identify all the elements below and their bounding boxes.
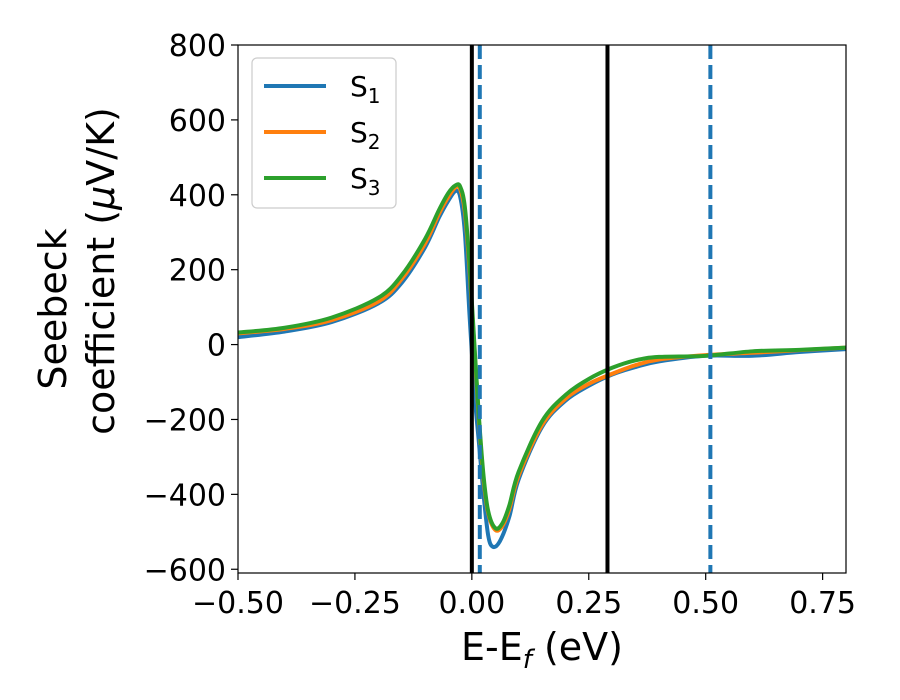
series-line-s1 (238, 188, 846, 550)
series-line-s3 (238, 182, 846, 531)
legend-label-s1: S1 (350, 70, 381, 108)
plot-area (238, 45, 846, 573)
y-axis-label-line2: coefficient (μV/K) (79, 107, 123, 435)
y-tick-label: 0 (207, 329, 226, 364)
x-tick-label: 0.50 (672, 586, 739, 621)
y-tick-label: 600 (169, 104, 226, 139)
legend-label-s3: S3 (350, 162, 381, 200)
x-tick-label: 0.75 (789, 586, 856, 621)
y-tick-label: 200 (169, 254, 226, 289)
x-tick-label: −0.50 (192, 586, 284, 621)
plot-frame (237, 44, 847, 574)
axes: −0.50 −0.25 0.00 0.25 0.50 0.75 −600 −400 −200 0 2… (31, 29, 856, 675)
y-tick-label: 800 (169, 29, 226, 64)
x-tick-label: −0.25 (309, 586, 401, 621)
x-axis-label: E-Ef (eV) (461, 625, 623, 675)
x-tick-label: 0.00 (438, 586, 505, 621)
x-tick-label: 0.25 (555, 586, 622, 621)
y-tick-label: −400 (144, 478, 226, 513)
legend-label-s2: S2 (350, 116, 381, 154)
y-tick-label: 400 (169, 179, 226, 214)
legend: S1 S2 S3 (251, 57, 397, 209)
y-tick-label: −600 (144, 553, 226, 588)
y-tick-label: −200 (144, 403, 226, 438)
y-axis-label-line1: Seebeck (31, 228, 75, 389)
series-line-s2 (238, 184, 846, 533)
